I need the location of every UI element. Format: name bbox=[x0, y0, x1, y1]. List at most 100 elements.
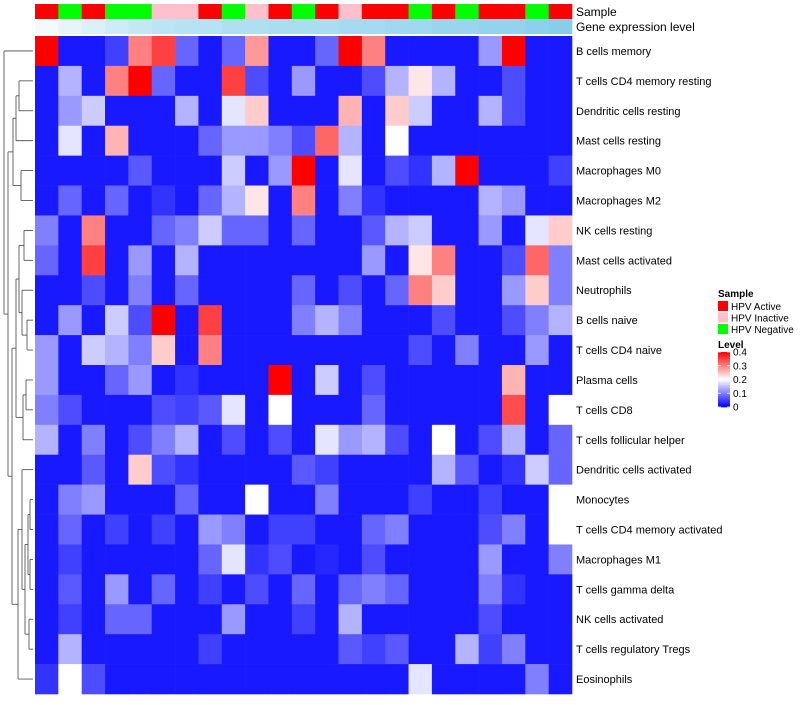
heatmap-cell bbox=[128, 365, 153, 396]
heatmap-cell bbox=[268, 544, 293, 575]
heatmap-cell bbox=[198, 394, 223, 426]
heatmap-cell bbox=[81, 484, 106, 515]
heatmap-cell bbox=[548, 125, 573, 156]
level-legend-gradient-step bbox=[718, 354, 730, 357]
heatmap-cell bbox=[128, 36, 153, 67]
heatmap-cell bbox=[291, 574, 316, 605]
row-label: T cells CD4 naive bbox=[576, 345, 662, 357]
heatmap-cell bbox=[58, 215, 82, 246]
level-legend-tick-label: 0 bbox=[733, 403, 739, 414]
heatmap-cell bbox=[315, 664, 339, 695]
heatmap-cell bbox=[221, 544, 246, 575]
heatmap-cell bbox=[385, 394, 409, 426]
heatmap-cell bbox=[338, 185, 363, 216]
heatmap-cell bbox=[175, 544, 199, 575]
heatmap-cell bbox=[58, 275, 82, 306]
sample-legend-title: Sample bbox=[718, 289, 754, 300]
heatmap-cell bbox=[455, 155, 479, 186]
heatmap-cell bbox=[128, 454, 153, 485]
expression-annotation-cell bbox=[151, 19, 176, 34]
heatmap-cell bbox=[58, 514, 82, 545]
heatmap-cell bbox=[501, 544, 526, 575]
heatmap-cell bbox=[245, 155, 269, 186]
heatmap-cell bbox=[128, 335, 153, 366]
heatmap-cell bbox=[525, 95, 549, 127]
heatmap-cell bbox=[175, 664, 199, 695]
heatmap-cell bbox=[151, 574, 176, 605]
level-legend-gradient-step bbox=[718, 402, 730, 405]
heatmap-cell bbox=[315, 634, 339, 665]
row-label: T cells CD8 bbox=[576, 405, 633, 417]
heatmap-cell bbox=[361, 335, 386, 366]
heatmap-cell bbox=[221, 484, 246, 515]
heatmap-cell bbox=[245, 245, 269, 276]
heatmap-cell bbox=[361, 634, 386, 665]
heatmap-cell bbox=[338, 514, 363, 545]
heatmap-cell bbox=[385, 215, 409, 246]
heatmap-cell bbox=[35, 365, 59, 396]
expression-annotation-cell bbox=[315, 19, 339, 34]
heatmap-cell bbox=[35, 155, 59, 186]
heatmap-cell bbox=[35, 514, 59, 545]
heatmap-cell bbox=[455, 604, 479, 635]
heatmap-cell bbox=[548, 335, 573, 366]
heatmap-cell bbox=[478, 634, 503, 665]
row-dendrogram bbox=[3, 50, 33, 680]
heatmap-cell bbox=[478, 604, 503, 635]
sample-legend-label: HPV Inactive bbox=[731, 314, 789, 325]
heatmap-cell bbox=[525, 394, 549, 426]
sample-annotation-label: Sample bbox=[576, 5, 617, 19]
heatmap-cell bbox=[198, 454, 223, 485]
heatmap-cell bbox=[198, 185, 223, 216]
heatmap-cell bbox=[338, 95, 363, 127]
heatmap-cell bbox=[245, 604, 269, 635]
heatmap-cell bbox=[478, 514, 503, 545]
heatmap-cell bbox=[525, 215, 549, 246]
heatmap-cell bbox=[455, 664, 479, 695]
level-legend-gradient-step bbox=[718, 372, 730, 375]
heatmap-cell bbox=[35, 454, 59, 485]
heatmap-cell bbox=[105, 155, 129, 186]
heatmap-cell bbox=[338, 155, 363, 186]
heatmap-cell bbox=[478, 424, 503, 456]
sample-annotation-cell bbox=[151, 4, 176, 19]
heatmap-cell bbox=[361, 305, 386, 336]
level-legend-gradient-step bbox=[718, 357, 730, 360]
heatmap-cell bbox=[105, 574, 129, 605]
heatmap-cell bbox=[35, 275, 59, 306]
heatmap-cell bbox=[268, 155, 293, 186]
heatmap-cell bbox=[501, 454, 526, 485]
level-legend-gradient-step bbox=[718, 390, 730, 393]
heatmap-cell bbox=[548, 544, 573, 575]
heatmap-cell bbox=[151, 215, 176, 246]
level-legend-gradient-step bbox=[718, 375, 730, 378]
sample-annotation-cell bbox=[128, 4, 153, 19]
heatmap-cell bbox=[81, 454, 106, 485]
heatmap-cell bbox=[58, 634, 82, 665]
expression-annotation-label: Gene expression level bbox=[576, 20, 695, 34]
heatmap-cell bbox=[151, 604, 176, 635]
heatmap-cell bbox=[338, 36, 363, 67]
level-legend-gradient-step bbox=[718, 397, 730, 400]
heatmap-cell bbox=[361, 245, 386, 276]
heatmap-cell bbox=[128, 424, 153, 456]
heatmap-cell bbox=[431, 36, 456, 67]
sample-annotation-cell bbox=[291, 4, 316, 19]
heatmap-cell bbox=[128, 95, 153, 127]
heatmap-cell bbox=[221, 245, 246, 276]
heatmap-cell bbox=[548, 424, 573, 456]
level-legend-gradient-step bbox=[718, 368, 730, 371]
heatmap-cell bbox=[338, 275, 363, 306]
heatmap-cell bbox=[431, 394, 456, 426]
heatmap-cell bbox=[291, 424, 316, 456]
heatmap-cell bbox=[105, 664, 129, 695]
level-legend-gradient-step bbox=[718, 401, 730, 404]
heatmap-cell bbox=[385, 245, 409, 276]
level-legend-tick-label: 0.1 bbox=[733, 389, 747, 400]
heatmap-cell bbox=[221, 454, 246, 485]
heatmap-cell bbox=[291, 245, 316, 276]
sample-legend-swatch bbox=[718, 324, 728, 334]
sample-annotation-cell bbox=[525, 4, 549, 19]
